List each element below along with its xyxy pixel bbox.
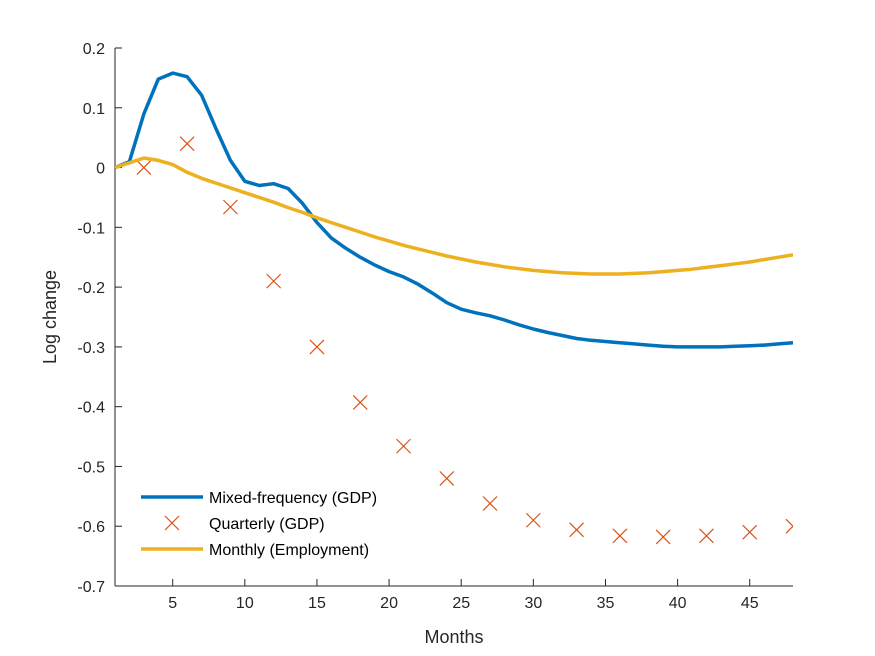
x-tick-label: 25: [452, 595, 470, 612]
y-tick-label: 0.1: [83, 101, 105, 118]
y-axis-label: Log change: [40, 270, 60, 364]
x-tick-label: 30: [524, 595, 542, 612]
data-point: [309, 339, 325, 355]
y-tick-label: -0.5: [77, 459, 105, 476]
y-tick-label: -0.2: [77, 280, 105, 297]
marker-stroke: [439, 470, 455, 486]
marker-stroke: [742, 524, 758, 540]
y-tick-label: -0.6: [77, 519, 105, 536]
series-0: [115, 71, 793, 349]
data-point: [569, 522, 585, 538]
legend-label: Monthly (Employment): [209, 542, 369, 559]
marker-stroke: [136, 160, 152, 175]
marker-stroke: [164, 515, 180, 531]
data-point: [136, 160, 152, 175]
legend-label: Quarterly (GDP): [209, 516, 325, 533]
legend: Mixed-frequency (GDP) Quarterly (GDP) Mont…: [141, 490, 377, 559]
data-point: [482, 496, 498, 511]
marker-stroke: [352, 395, 368, 410]
x-tick-label: 5: [168, 595, 177, 612]
y-tick-label: -0.1: [77, 220, 105, 237]
x-tick-label: 35: [597, 595, 615, 612]
legend-item: Quarterly (GDP): [164, 515, 325, 533]
y-tick-label: 0: [96, 161, 105, 178]
marker-stroke: [612, 528, 628, 544]
data-point: [785, 518, 793, 534]
data-point: [352, 395, 368, 410]
series-line: [115, 156, 793, 276]
x-tick-label: 45: [741, 595, 759, 612]
legend-swatch: [164, 515, 180, 531]
data-point: [222, 199, 238, 215]
x-axis-label: Months: [424, 627, 483, 647]
data-point: [525, 512, 541, 528]
marker-stroke: [569, 522, 585, 538]
legend-item: Monthly (Employment): [141, 542, 369, 559]
data-point: [655, 529, 671, 545]
marker-stroke: [482, 496, 498, 511]
data-point: [699, 528, 714, 544]
plot-series: [115, 71, 793, 545]
x-tick-label: 15: [308, 595, 326, 612]
legend-item: Mixed-frequency (GDP): [141, 490, 377, 507]
marker-stroke: [525, 512, 541, 528]
x-tick-label: 20: [380, 595, 398, 612]
series-1: [136, 136, 793, 545]
data-point: [742, 524, 758, 540]
marker-stroke: [655, 529, 671, 545]
series-2: [115, 156, 793, 276]
y-tick-label: 0.2: [83, 41, 105, 58]
data-point: [439, 470, 455, 486]
data-point: [396, 438, 411, 454]
x-tick-label: 40: [669, 595, 687, 612]
y-tick-label: -0.3: [77, 340, 105, 357]
x-tick-label: 10: [236, 595, 254, 612]
data-point: [266, 273, 282, 289]
y-tick-label: -0.4: [77, 400, 105, 417]
marker-stroke: [785, 525, 793, 534]
marker-stroke: [785, 518, 793, 528]
marker-stroke: [179, 136, 195, 152]
data-point: [179, 136, 195, 152]
data-point: [612, 528, 628, 544]
marker-stroke: [699, 528, 714, 544]
series-line: [115, 71, 793, 349]
marker-stroke: [309, 339, 325, 355]
axes: 5 10 15 20 25 30 35 40 45 -0.7 -0.6 -0.5 -0.4 -0.3 -0.…: [77, 41, 793, 612]
marker-stroke: [222, 199, 238, 215]
marker-stroke: [266, 273, 282, 289]
y-tick-label: -0.7: [77, 579, 105, 596]
legend-label: Mixed-frequency (GDP): [209, 490, 377, 507]
marker-stroke: [396, 438, 411, 454]
